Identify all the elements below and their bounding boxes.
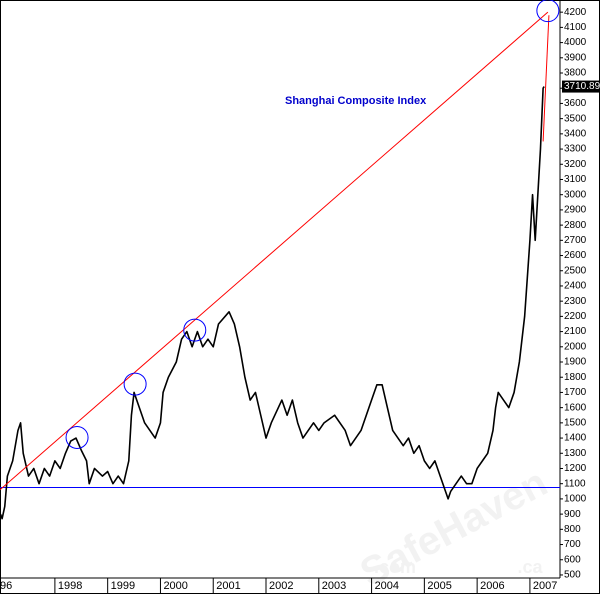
y-tick-label: 800 xyxy=(564,524,581,535)
y-tick-label: 1000 xyxy=(564,494,587,505)
y-tick-label: 1900 xyxy=(564,357,587,368)
highlight-circle xyxy=(183,318,207,342)
last-value-label: 3710.89 xyxy=(564,81,600,92)
y-tick-label: 4100 xyxy=(564,22,587,33)
y-tick-label: 3100 xyxy=(564,174,587,185)
x-tick-label: 2001 xyxy=(216,580,240,592)
y-tick-label: 2900 xyxy=(564,205,587,216)
y-tick-label: 2600 xyxy=(564,250,587,261)
y-tick-label: 3000 xyxy=(564,189,587,200)
y-tick-label: 900 xyxy=(564,509,581,520)
y-tick-label: 2300 xyxy=(564,296,587,307)
y-tick-label: 1800 xyxy=(564,372,587,383)
y-tick-label: 1600 xyxy=(564,402,587,413)
y-tick-label: 3800 xyxy=(564,68,587,79)
y-tick-label: 2400 xyxy=(564,281,587,292)
y-tick-label: 500 xyxy=(564,570,581,581)
y-tick-label: 1500 xyxy=(564,417,587,428)
y-tick-label: 3900 xyxy=(564,52,587,63)
y-tick-label: 3600 xyxy=(564,98,587,109)
x-tick-label: 1998 xyxy=(58,580,82,592)
x-tick-label: 96 xyxy=(0,580,12,592)
x-tick-label: 2003 xyxy=(322,580,346,592)
y-tick-label: 2000 xyxy=(564,341,587,352)
highlight-circle xyxy=(536,0,560,23)
trend-line xyxy=(0,11,549,491)
watermark-ca: .ca xyxy=(517,557,543,577)
x-tick-label: 1999 xyxy=(111,580,135,592)
last-value-box xyxy=(562,80,600,93)
x-tick-label: 2007 xyxy=(533,580,557,592)
x-tick-label: 2004 xyxy=(375,580,399,592)
highlight-circle xyxy=(123,372,147,396)
y-tick-label: 2200 xyxy=(564,311,587,322)
y-tick-label: 2700 xyxy=(564,235,587,246)
y-tick-label: 700 xyxy=(564,539,581,550)
y-tick-label: 2500 xyxy=(564,265,587,276)
y-tick-label: 3300 xyxy=(564,144,587,155)
y-tick-label: 3500 xyxy=(564,113,587,124)
y-tick-label: 2100 xyxy=(564,326,587,337)
y-tick-label: 1300 xyxy=(564,448,587,459)
x-tick-label: 2006 xyxy=(480,580,504,592)
watermark-com: .com xyxy=(374,557,416,577)
x-tick-label: 2000 xyxy=(163,580,187,592)
x-tick-label: 2002 xyxy=(269,580,293,592)
y-tick-label: 1400 xyxy=(564,433,587,444)
y-tick-label: 2800 xyxy=(564,220,587,231)
y-tick-label: 1100 xyxy=(564,478,586,489)
x-tick-label: 2005 xyxy=(427,580,451,592)
y-tick-label: 3200 xyxy=(564,159,587,170)
highlight-circle xyxy=(65,425,89,449)
chart-title: Shanghai Composite Index xyxy=(285,95,427,107)
y-tick-label: 3400 xyxy=(564,128,587,139)
y-tick-label: 4000 xyxy=(564,37,587,48)
y-tick-label: 600 xyxy=(564,554,581,565)
y-tick-label: 4200 xyxy=(564,7,587,18)
peak-line xyxy=(542,15,550,142)
y-tick-label: 1700 xyxy=(564,387,587,398)
y-tick-label: 1200 xyxy=(564,463,587,474)
